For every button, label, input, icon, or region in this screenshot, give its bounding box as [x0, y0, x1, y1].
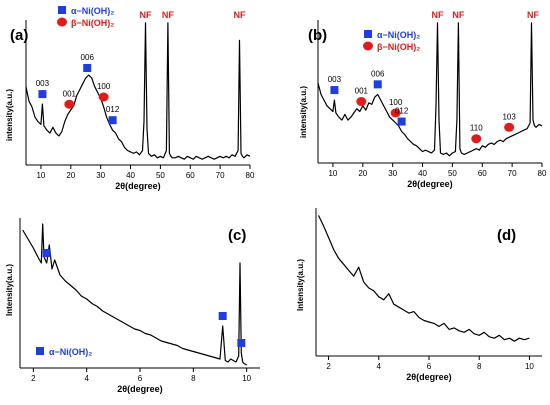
- hkl-label: 006: [371, 69, 385, 78]
- beta-peak-marker: [390, 108, 401, 118]
- beta-peak-marker: [471, 134, 482, 144]
- hkl-label: 012: [106, 105, 120, 114]
- legend-beta-circle: [363, 41, 373, 51]
- alpha-peak-marker: [330, 86, 339, 95]
- x-axis-label: 2θ(degree): [407, 179, 452, 189]
- panel-label: (b): [308, 27, 327, 44]
- hkl-label: 100: [97, 82, 111, 91]
- nf-peak-label: NF: [139, 10, 151, 20]
- x-tick-label: 40: [418, 169, 427, 178]
- x-tick-label: 20: [358, 169, 367, 178]
- hkl-label: 001: [355, 87, 369, 96]
- x-tick-label: 2: [326, 362, 331, 371]
- panel-label: (c): [228, 227, 246, 244]
- x-tick-label: 70: [216, 171, 225, 180]
- x-tick-label: 80: [246, 171, 255, 180]
- diffraction-trace: [317, 215, 530, 342]
- y-axis-label: intensity(a.u.): [5, 89, 14, 141]
- x-tick-label: 70: [508, 169, 517, 178]
- nf-peak-label: NF: [162, 10, 174, 20]
- x-tick-label: 60: [478, 169, 487, 178]
- panel-d: 2 4 6 8 10 2θ(degree) Intensity(a.u.) (d): [296, 208, 542, 382]
- nf-peak-label: NF: [527, 10, 539, 20]
- legend-alpha-square: [36, 347, 44, 355]
- alpha-peak-marker: [83, 64, 92, 72]
- diffraction-trace: [317, 22, 543, 157]
- hkl-label: 012: [395, 107, 409, 116]
- hkl-label: 003: [328, 75, 342, 84]
- x-tick-label: 4: [84, 374, 89, 383]
- panel-c: 2 4 6 8 10 2θ(degree) Intensity(a.u.) (c) α−Ni(O…: [5, 218, 260, 394]
- panel-a: 10 20 30 40 50 60 70 80 2θ(degree) intensity(a.u.…: [5, 6, 255, 191]
- x-tick-label: 30: [96, 171, 105, 180]
- legend-alpha-square: [364, 30, 372, 38]
- legend: α−Ni(OH)₂ β−Ni(OH)₂: [57, 6, 114, 28]
- diffraction-trace: [22, 223, 247, 366]
- alpha-peak-marker: [237, 339, 246, 347]
- legend-label: α−Ni(OH)₂: [71, 6, 114, 16]
- alpha-peak-marker: [42, 249, 51, 257]
- y-axis-label: Intensity(a.u.): [5, 264, 14, 316]
- panel-label: (d): [497, 227, 516, 244]
- nf-peak-label: NF: [431, 10, 443, 20]
- x-tick-label: 6: [138, 374, 143, 383]
- x-tick-label: 20: [66, 171, 75, 180]
- x-tick-label: 8: [477, 362, 482, 371]
- y-axis-label: Intensity(a.u.): [296, 259, 305, 311]
- x-tick-label: 6: [427, 362, 432, 371]
- panel-label: (a): [10, 27, 28, 44]
- hkl-label: 103: [502, 112, 516, 121]
- legend-alpha-square: [58, 6, 66, 14]
- x-tick-label: 60: [186, 171, 195, 180]
- beta-peak-marker: [504, 122, 515, 132]
- nf-peak-label: NF: [234, 10, 246, 20]
- x-tick-label: 10: [242, 374, 251, 383]
- y-axis-label: intensity(a.u.): [299, 86, 308, 138]
- x-tick-label: 2: [31, 374, 36, 383]
- x-tick-label: 10: [36, 171, 45, 180]
- x-tick-label: 50: [156, 171, 165, 180]
- panel-b: 10 20 30 40 50 60 70 80 2θ(degree) intensity(a.u.…: [299, 10, 547, 189]
- beta-peak-marker: [98, 92, 109, 102]
- hkl-label: 003: [36, 79, 50, 88]
- legend-label: β−Ni(OH)₂: [71, 18, 114, 28]
- x-axis-label: 2θ(degree): [117, 384, 162, 394]
- hkl-label: 001: [63, 89, 77, 98]
- legend-label: α−Ni(OH)₂: [377, 30, 420, 40]
- alpha-peak-marker: [218, 312, 227, 320]
- alpha-peak-marker: [108, 116, 117, 125]
- hkl-label: 100: [389, 98, 403, 107]
- legend-label: α−Ni(OH)₂: [49, 347, 92, 357]
- nf-peak-label: NF: [452, 10, 464, 20]
- x-tick-label: 50: [448, 169, 457, 178]
- x-tick-label: 8: [191, 374, 196, 383]
- beta-peak-marker: [64, 99, 75, 109]
- alpha-peak-marker: [38, 90, 47, 99]
- legend: α−Ni(OH)₂: [36, 347, 92, 357]
- x-axis-label: 2θ(degree): [115, 181, 160, 191]
- legend-label: β−Ni(OH)₂: [377, 42, 420, 52]
- x-tick-label: 4: [377, 362, 382, 371]
- beta-peak-marker: [356, 97, 367, 107]
- x-tick-label: 80: [538, 169, 547, 178]
- x-tick-label: 40: [126, 171, 135, 180]
- legend-beta-circle: [57, 17, 67, 27]
- x-tick-label: 30: [388, 169, 397, 178]
- x-axis-label: 2θ(degree): [406, 372, 451, 382]
- diffraction-trace: [25, 22, 251, 160]
- alpha-peak-marker: [397, 117, 406, 126]
- alpha-peak-marker: [373, 80, 382, 89]
- hkl-label: 006: [81, 53, 95, 62]
- legend: α−Ni(OH)₂ β−Ni(OH)₂: [363, 30, 420, 52]
- hkl-label: 110: [470, 124, 483, 133]
- x-tick-label: 10: [525, 362, 534, 371]
- x-tick-label: 10: [328, 169, 337, 178]
